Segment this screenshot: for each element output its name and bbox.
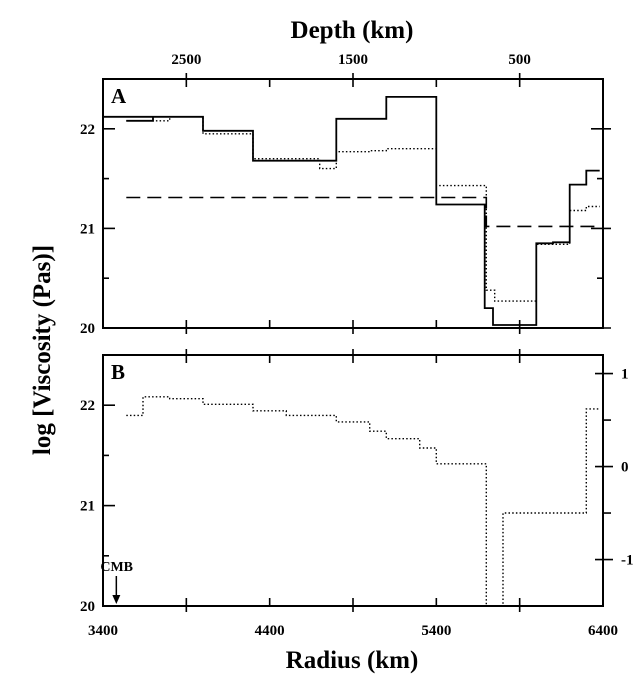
cmb-arrow-head — [112, 595, 121, 604]
x-tick-label: 3400 — [88, 623, 118, 639]
y-tick-label: 22 — [80, 122, 95, 138]
panel-label: A — [111, 84, 127, 108]
y-tick-label: 20 — [80, 321, 95, 337]
x-tick-label: 6400 — [588, 623, 618, 639]
series-dotted-line — [126, 116, 600, 302]
x-tick-label: 5400 — [421, 623, 451, 639]
y2-tick-label: 1 — [621, 367, 629, 383]
tick-layer: 3400 4400 5400 6400 2500 1500 500 — [88, 52, 618, 639]
plot-frame — [102, 354, 604, 607]
panel-label: B — [111, 360, 125, 384]
x-tick-label: 4400 — [255, 623, 285, 639]
series-solid-line — [103, 96, 600, 326]
y-tick-label: 21 — [80, 221, 95, 237]
series-dashed-line — [126, 196, 600, 228]
cmb-label: CMB — [100, 560, 133, 575]
y-tick-label: 21 — [80, 499, 95, 515]
depth-tick-label: 2500 — [171, 52, 201, 68]
y-tick-label: 22 — [80, 398, 95, 414]
series-dotted-line — [126, 396, 600, 607]
depth-tick-label: 500 — [508, 52, 531, 68]
panel-b: B 20 21 22 1 0 -1 CMB — [80, 349, 634, 615]
y2-tick-label: 0 — [621, 460, 629, 476]
y-axis-title: log [Viscosity (Pas)] — [29, 245, 56, 455]
depth-tick-label: 1500 — [338, 52, 368, 68]
y-tick-label: 20 — [80, 599, 95, 615]
y2-tick-label: -1 — [621, 553, 634, 569]
panel-a: A 20 21 22 — [80, 73, 611, 337]
top-axis-title: Depth (km) — [291, 17, 414, 44]
bottom-axis-title: Radius (km) — [286, 647, 419, 674]
